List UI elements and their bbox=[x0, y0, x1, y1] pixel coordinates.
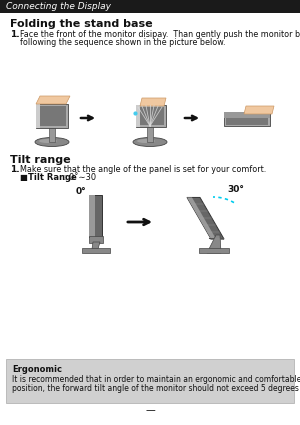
Polygon shape bbox=[92, 242, 100, 249]
Text: Folding the stand base: Folding the stand base bbox=[10, 19, 153, 29]
Text: 1.: 1. bbox=[10, 30, 20, 39]
FancyBboxPatch shape bbox=[6, 359, 294, 403]
Text: Ergonomic: Ergonomic bbox=[12, 365, 62, 374]
Polygon shape bbox=[207, 235, 221, 253]
Text: Connecting the Display: Connecting the Display bbox=[6, 2, 111, 11]
Polygon shape bbox=[49, 126, 55, 142]
Text: Make sure that the angle of the panel is set for your comfort.: Make sure that the angle of the panel is… bbox=[20, 165, 266, 174]
Ellipse shape bbox=[35, 138, 69, 147]
FancyBboxPatch shape bbox=[138, 107, 164, 125]
Text: position, the forward tilt angle of the monitor should not exceed 5 degrees: position, the forward tilt angle of the … bbox=[12, 384, 299, 393]
Ellipse shape bbox=[133, 138, 167, 147]
FancyBboxPatch shape bbox=[36, 104, 68, 128]
FancyBboxPatch shape bbox=[224, 112, 270, 118]
FancyBboxPatch shape bbox=[82, 248, 110, 253]
FancyBboxPatch shape bbox=[199, 248, 229, 253]
Polygon shape bbox=[244, 106, 274, 114]
Ellipse shape bbox=[137, 139, 155, 143]
Text: following the sequence shown in the picture below.: following the sequence shown in the pict… bbox=[20, 38, 226, 47]
Polygon shape bbox=[187, 198, 224, 239]
FancyBboxPatch shape bbox=[0, 0, 300, 13]
Polygon shape bbox=[147, 126, 153, 142]
Text: Tilt range: Tilt range bbox=[10, 155, 70, 165]
FancyBboxPatch shape bbox=[224, 112, 270, 126]
FancyBboxPatch shape bbox=[136, 105, 140, 127]
Polygon shape bbox=[89, 195, 95, 237]
FancyBboxPatch shape bbox=[226, 113, 268, 125]
Ellipse shape bbox=[39, 139, 57, 143]
Polygon shape bbox=[89, 195, 102, 237]
Polygon shape bbox=[36, 96, 70, 104]
Text: : 0˚∼30: : 0˚∼30 bbox=[61, 173, 96, 182]
FancyBboxPatch shape bbox=[38, 106, 66, 126]
Text: —: — bbox=[145, 405, 155, 415]
Text: Tilt Range: Tilt Range bbox=[28, 173, 77, 182]
Text: It is recommended that in order to maintain an ergonomic and comfortable viewing: It is recommended that in order to maint… bbox=[12, 375, 300, 384]
Text: 30°: 30° bbox=[227, 185, 244, 194]
Text: ■: ■ bbox=[20, 173, 31, 182]
Text: 0°: 0° bbox=[76, 187, 87, 196]
Polygon shape bbox=[140, 98, 166, 106]
Polygon shape bbox=[187, 198, 216, 239]
Text: Face the front of the monitor disipay.  Than gently push the monitor backwards,: Face the front of the monitor disipay. T… bbox=[20, 30, 300, 39]
FancyBboxPatch shape bbox=[136, 105, 166, 127]
FancyBboxPatch shape bbox=[89, 236, 103, 243]
Text: 1.: 1. bbox=[10, 165, 20, 174]
Polygon shape bbox=[209, 238, 224, 239]
FancyBboxPatch shape bbox=[36, 104, 40, 128]
